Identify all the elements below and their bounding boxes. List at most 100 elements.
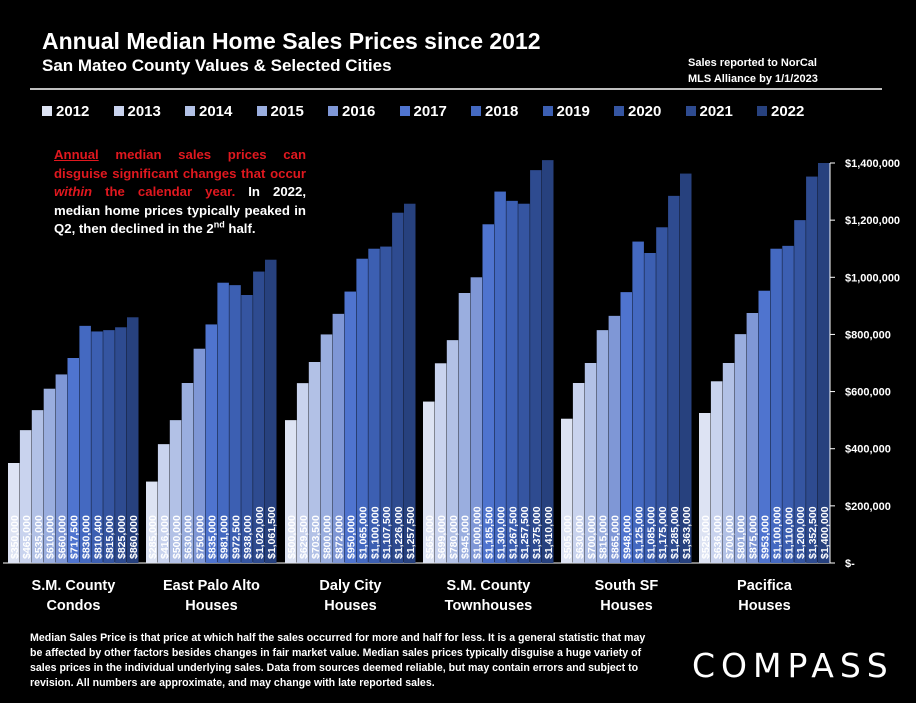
legend-label: 2015 bbox=[270, 103, 304, 120]
legend-swatch bbox=[328, 106, 338, 116]
data-label: $825,000 bbox=[116, 515, 128, 559]
bar-2021-1 bbox=[253, 271, 265, 563]
bar-2020-1 bbox=[241, 295, 253, 563]
legend-label: 2021 bbox=[699, 103, 733, 120]
data-label: $1,200,000 bbox=[795, 506, 807, 559]
bar-2013-0 bbox=[19, 430, 32, 563]
bar-2021-3 bbox=[530, 170, 542, 563]
legend-label: 2019 bbox=[556, 103, 590, 120]
data-label: $1,185,500 bbox=[483, 506, 495, 559]
y-tick-label: $600,000 bbox=[845, 387, 891, 399]
data-label: $285,000 bbox=[147, 515, 159, 559]
data-label: $465,000 bbox=[21, 515, 33, 559]
y-tick-label: $400,000 bbox=[845, 444, 891, 456]
data-label: $800,000 bbox=[322, 515, 334, 559]
legend-swatch bbox=[542, 106, 553, 116]
category-label: Houses bbox=[738, 598, 790, 614]
bar-2014-1 bbox=[169, 420, 182, 563]
data-label: $717,500 bbox=[68, 515, 80, 559]
category-label: East Palo Alto bbox=[163, 578, 260, 594]
bar-2015-0 bbox=[43, 388, 56, 563]
y-tick-label: $1,200,000 bbox=[845, 215, 900, 227]
data-label: $500,000 bbox=[286, 515, 298, 559]
legend-swatch bbox=[113, 106, 124, 116]
legend-swatch bbox=[256, 106, 267, 116]
data-label: $950,000 bbox=[345, 515, 357, 559]
note-red-italic: within bbox=[54, 184, 93, 199]
data-label: $981,000 bbox=[218, 515, 230, 559]
data-label: $1,125,000 bbox=[633, 506, 645, 559]
bar-2020-3 bbox=[518, 203, 530, 563]
bar-2019-2 bbox=[368, 248, 380, 563]
bar-2019-5 bbox=[782, 245, 794, 563]
legend-item-2016: 2016 bbox=[328, 103, 375, 123]
bar-2015-5 bbox=[734, 334, 747, 563]
data-label: $350,000 bbox=[9, 515, 21, 559]
legend-item-2015: 2015 bbox=[256, 103, 304, 123]
data-label: $1,400,000 bbox=[819, 506, 831, 559]
legend-label: 2013 bbox=[127, 103, 161, 120]
bar-2017-4 bbox=[620, 292, 632, 563]
bar-2022-0 bbox=[127, 317, 139, 563]
bar-2013-2 bbox=[296, 383, 309, 563]
bar-2022-4 bbox=[680, 173, 692, 564]
legend-swatch bbox=[399, 106, 410, 116]
bar-2017-3 bbox=[482, 224, 494, 564]
legend-item-2013: 2013 bbox=[113, 103, 161, 123]
bar-2019-4 bbox=[644, 253, 656, 563]
data-label: $953,000 bbox=[759, 515, 771, 559]
data-label: $875,000 bbox=[748, 515, 760, 559]
legend-item-2018: 2018 bbox=[471, 103, 518, 123]
bar-2018-1 bbox=[217, 282, 229, 563]
data-label: $1,226,000 bbox=[393, 506, 405, 559]
bar-2022-2 bbox=[404, 203, 416, 563]
category-label: Townhouses bbox=[445, 598, 533, 614]
legend-label: 2012 bbox=[56, 103, 90, 120]
data-label: $1,267,500 bbox=[507, 506, 519, 559]
bar-2012-2 bbox=[285, 420, 297, 563]
bar-2021-2 bbox=[392, 212, 404, 563]
bar-2014-3 bbox=[446, 340, 459, 563]
data-label: $565,000 bbox=[424, 515, 436, 559]
data-label: $505,000 bbox=[562, 515, 574, 559]
data-label: $1,363,000 bbox=[681, 506, 693, 559]
bar-2012-5 bbox=[699, 413, 711, 563]
legend-label: 2017 bbox=[413, 103, 447, 120]
data-label: $1,257,500 bbox=[519, 506, 531, 559]
legend-item-2019: 2019 bbox=[542, 103, 590, 123]
note-red-underlined: Annual bbox=[54, 147, 99, 162]
data-label: $1,107,500 bbox=[381, 506, 393, 559]
bar-2018-0 bbox=[79, 325, 91, 563]
annotation-note: Annual median sales prices can disguise … bbox=[54, 146, 306, 239]
bar-2018-5 bbox=[770, 248, 782, 563]
chart-title: Annual Median Home Sales Prices since 20… bbox=[42, 28, 541, 54]
bar-2015-3 bbox=[458, 293, 471, 563]
bar-2021-0 bbox=[115, 327, 127, 563]
bar-2021-5 bbox=[806, 176, 818, 564]
y-tick-label: $800,000 bbox=[845, 329, 891, 341]
data-label: $1,410,000 bbox=[543, 506, 555, 559]
data-label: $815,000 bbox=[598, 515, 610, 559]
note-white-part1: In 2022, median home prices typically pe… bbox=[54, 184, 306, 236]
bar-2022-1 bbox=[265, 259, 277, 563]
y-tick-label: $1,400,000 bbox=[845, 158, 900, 170]
data-label: $636,000 bbox=[712, 515, 724, 559]
data-label: $416,000 bbox=[159, 515, 171, 559]
data-label: $972,500 bbox=[230, 515, 242, 559]
data-label: $1,110,000 bbox=[783, 507, 795, 559]
bar-2016-2 bbox=[332, 313, 345, 563]
data-label: $525,000 bbox=[700, 515, 712, 559]
legend-item-2014: 2014 bbox=[185, 103, 232, 123]
chart-subtitle: San Mateo County Values & Selected Citie… bbox=[42, 56, 392, 75]
data-label: $1,000,000 bbox=[472, 506, 484, 559]
data-label: $629,500 bbox=[298, 515, 310, 559]
legend-item-2021: 2021 bbox=[685, 103, 733, 123]
legend-swatch bbox=[185, 106, 195, 116]
bar-2017-2 bbox=[344, 291, 356, 563]
data-label: $700,000 bbox=[586, 515, 598, 559]
y-tick-label: $1,000,000 bbox=[845, 272, 900, 284]
category-label: S.M. County bbox=[32, 578, 116, 594]
y-tick-label: $- bbox=[845, 558, 855, 570]
category-label: Houses bbox=[185, 598, 237, 614]
bar-2015-4 bbox=[596, 330, 609, 563]
